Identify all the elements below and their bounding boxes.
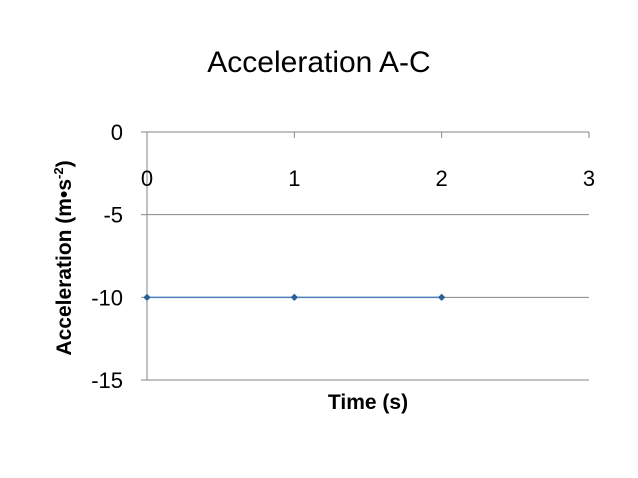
y-tick-label: -15	[91, 368, 123, 393]
x-tick-label: 0	[141, 166, 153, 191]
y-tick-label: -10	[91, 285, 123, 310]
x-tick-label: 3	[583, 166, 595, 191]
y-tick-label: -5	[103, 203, 123, 228]
data-point	[290, 293, 299, 302]
x-tick-label: 2	[436, 166, 448, 191]
chart-title: Acceleration A-C	[207, 46, 430, 79]
data-point	[143, 293, 151, 302]
axes	[141, 131, 590, 381]
y-tick-label: 0	[111, 120, 123, 145]
data-series	[143, 293, 446, 302]
y-axis-title-superscript: -2	[51, 167, 66, 179]
y-axis-title: Acceleration (m•s-2)	[51, 160, 76, 355]
tick-labels: 0 -5 -10 -15 0 1 2 3	[91, 120, 595, 393]
y-axis-title-base: Acceleration (m•s	[53, 179, 76, 356]
x-tick-label: 1	[288, 166, 300, 191]
data-point	[437, 293, 446, 302]
y-axis-title-close: )	[53, 160, 76, 167]
x-axis-title: Time (s)	[328, 391, 408, 414]
gridlines	[147, 131, 589, 381]
